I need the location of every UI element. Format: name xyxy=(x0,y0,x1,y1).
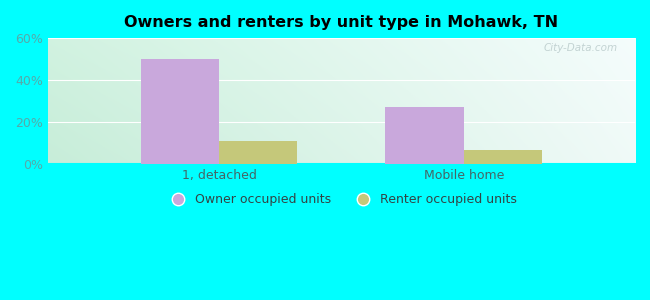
Bar xyxy=(219,141,297,164)
Legend: Owner occupied units, Renter occupied units: Owner occupied units, Renter occupied un… xyxy=(161,188,522,211)
Bar xyxy=(463,149,542,164)
Title: Owners and renters by unit type in Mohawk, TN: Owners and renters by unit type in Mohaw… xyxy=(124,15,558,30)
Bar xyxy=(385,107,463,164)
Bar xyxy=(140,59,219,164)
Text: City-Data.com: City-Data.com xyxy=(543,43,618,53)
